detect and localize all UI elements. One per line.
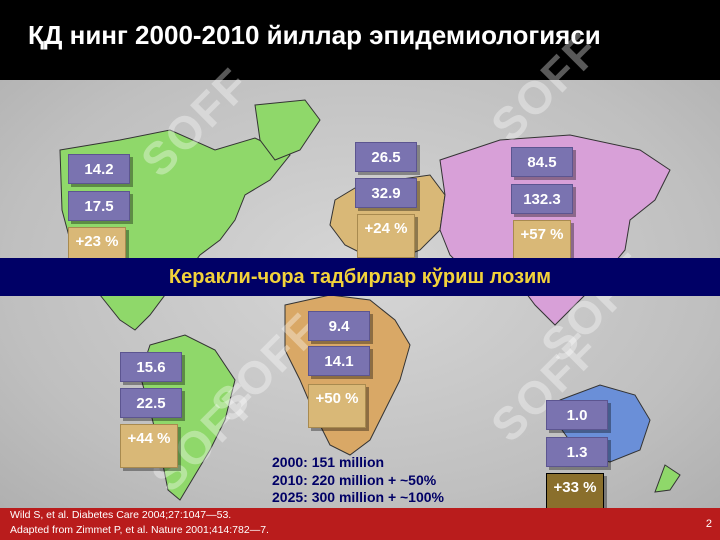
footer-bar xyxy=(0,508,720,540)
banner-text: Керакли-чора тадбирлар кўриш лозим xyxy=(168,266,552,288)
south-america-increase: +44 % xyxy=(120,424,178,468)
europe-2000-value: 26.5 xyxy=(355,142,417,172)
page-number: 2 xyxy=(705,518,712,530)
asia-2000-value: 84.5 xyxy=(511,147,573,177)
page-title: ҚД нинг 2000-2010 йиллар эпидемиологияси xyxy=(28,20,601,50)
oceania-2010-value: 1.3 xyxy=(546,437,608,467)
citation-line-2: Adapted from Zimmet P, et al. Nature 200… xyxy=(10,524,269,536)
europe-increase: +24 % xyxy=(357,214,415,258)
africa-2000-value: 9.4 xyxy=(308,311,370,341)
stats-line-2000: 2000: 151 million xyxy=(272,454,385,470)
asia-2010-value: 132.3 xyxy=(511,184,573,214)
europe-2010-value: 32.9 xyxy=(355,178,417,208)
stats-line-2025: 2025: 300 million + ~100% xyxy=(272,489,444,505)
stats-line-2010: 2010: 220 million + ~50% xyxy=(272,471,437,488)
north-america-2010-value: 17.5 xyxy=(68,191,130,221)
south-america-2010-value: 22.5 xyxy=(120,388,182,418)
oceania-2000-value: 1.0 xyxy=(546,400,608,430)
header-bar xyxy=(0,0,720,80)
greenland-region xyxy=(254,99,321,161)
africa-2010-value: 14.1 xyxy=(308,346,370,376)
africa-increase: +50 % xyxy=(308,384,366,428)
new-zealand-region xyxy=(654,464,681,493)
banner-bar xyxy=(0,258,720,296)
citation: Wild S, et al. Diabetes Care 2004;27:104… xyxy=(10,508,269,538)
global-stats: 2000: 151 million 2010: 220 million + ~5… xyxy=(272,454,444,507)
citation-line-1: Wild S, et al. Diabetes Care 2004;27:104… xyxy=(10,509,232,521)
south-america-2000-value: 15.6 xyxy=(120,352,182,382)
asia-increase: +57 % xyxy=(513,220,571,264)
north-america-2000-value: 14.2 xyxy=(68,154,130,184)
